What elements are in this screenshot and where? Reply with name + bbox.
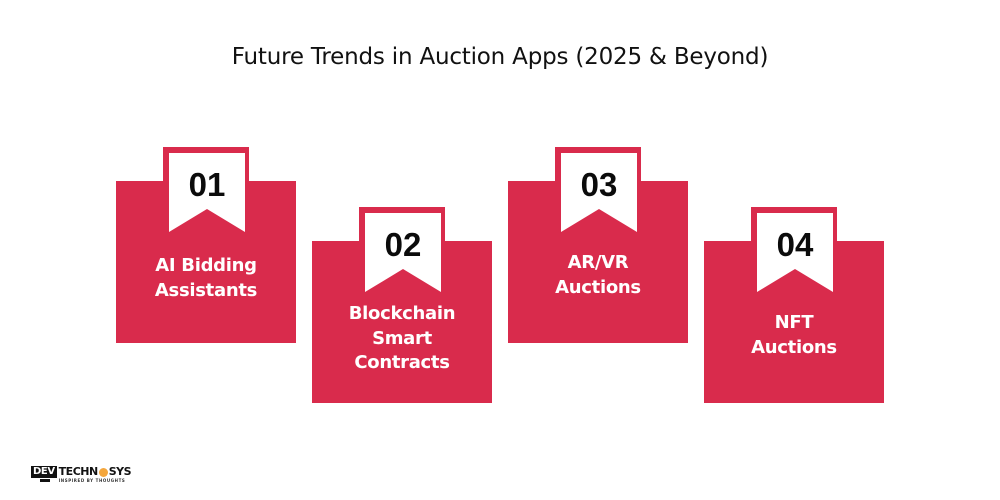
bookmark-ribbon-icon [365,213,441,293]
devtechnosys-logo: DEV TECHN SYS INSPIRED BY THOUGHTS [31,465,132,488]
trend-card-02: 02 Blockchain Smart Contracts [312,207,492,403]
logo-dev-text: DEV [33,466,55,477]
card-label: AI Bidding Assistants [116,254,296,303]
card-label: NFT Auctions [704,311,884,360]
card-label-line: Auctions [751,336,837,358]
code-gear-icon [98,467,108,477]
card-label-line: AR/VR [567,252,629,273]
logo-wordmark: TECHN SYS [58,465,132,478]
logo-brand-left: TECHN [58,465,99,478]
trend-card-01: 01 AI Bidding Assistants [116,147,296,343]
card-label-line: Smart [372,327,432,349]
logo-tagline: INSPIRED BY THOUGHTS [58,478,126,483]
logo-brand: TECHN SYS INSPIRED BY THOUGHTS [58,465,132,484]
page-title: Future Trends in Auction Apps (2025 & Be… [231,44,769,70]
bookmark-ribbon-icon [169,153,245,233]
bookmark-ribbon-icon [561,153,637,233]
card-label: Blockchain Smart Contracts [312,302,492,376]
trend-card-03: 03 AR/VR Auctions [508,147,688,343]
card-label: AR/VR Auctions [508,251,688,300]
card-label-line: Auctions [555,276,641,298]
card-number: 03 [580,166,618,203]
card-label-line: NFT [774,312,814,333]
logo-dev-monitor-icon: DEV [31,466,57,482]
card-label-line: Blockchain [348,303,456,324]
card-label-line: AI Bidding [155,255,257,276]
card-number: 04 [776,226,814,263]
logo-brand-right: SYS [108,465,132,478]
card-number: 01 [188,166,226,203]
card-label-line: Assistants [154,279,258,301]
trend-card-04: 04 NFT Auctions [704,207,884,403]
card-label-line: Contracts [354,352,450,373]
card-number: 02 [384,226,422,263]
monitor-stand [40,479,50,482]
bookmark-ribbon-icon [757,213,833,293]
